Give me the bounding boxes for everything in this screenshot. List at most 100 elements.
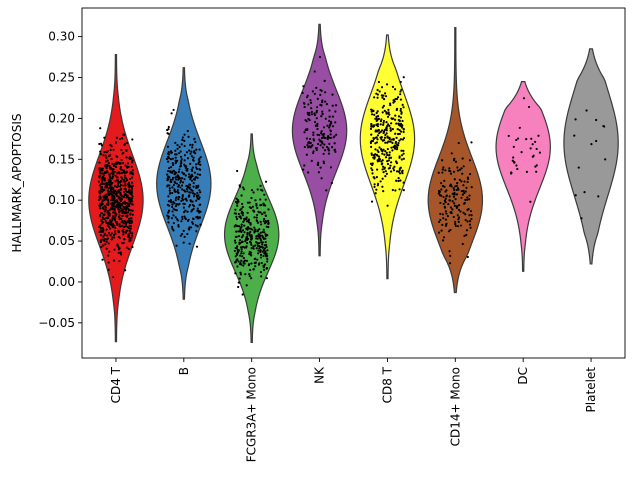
data-point: [181, 217, 184, 221]
data-point: [112, 189, 116, 192]
data-point: [180, 158, 183, 161]
data-point: [402, 181, 405, 184]
data-point: [382, 104, 386, 107]
data-point: [259, 237, 262, 240]
data-point: [174, 205, 178, 208]
data-point: [117, 207, 120, 210]
data-point: [245, 216, 248, 219]
data-point: [385, 172, 388, 175]
data-point: [124, 223, 128, 226]
data-point: [130, 192, 133, 195]
data-point: [198, 160, 201, 163]
data-point: [397, 179, 400, 183]
data-point: [370, 145, 373, 148]
data-point: [124, 221, 128, 224]
data-point: [186, 169, 189, 172]
data-point: [236, 169, 239, 173]
data-point: [257, 242, 261, 245]
data-point: [241, 240, 244, 243]
data-point: [518, 126, 521, 129]
data-point: [104, 220, 107, 223]
data-point: [331, 115, 334, 118]
data-point: [265, 252, 268, 255]
data-point: [440, 188, 443, 191]
data-point: [99, 207, 102, 210]
data-point: [400, 158, 403, 161]
data-point: [128, 202, 132, 205]
data-point: [379, 180, 382, 183]
data-point: [127, 185, 130, 188]
data-point: [399, 109, 402, 112]
data-point: [167, 166, 171, 170]
data-point: [167, 215, 170, 218]
data-point: [266, 260, 269, 263]
data-point: [263, 244, 267, 247]
data-point: [122, 161, 125, 165]
data-point: [191, 222, 195, 225]
data-point: [115, 136, 118, 139]
data-point: [370, 139, 373, 142]
data-point: [373, 113, 376, 116]
data-point: [111, 177, 114, 180]
data-point: [107, 225, 110, 228]
data-point: [258, 247, 261, 250]
data-point: [392, 99, 395, 102]
data-point: [381, 159, 384, 162]
data-point: [127, 247, 130, 251]
data-point: [258, 245, 261, 248]
data-point: [325, 189, 328, 192]
data-point: [251, 205, 254, 208]
data-point: [255, 237, 258, 240]
data-point: [248, 272, 251, 276]
data-point: [113, 197, 116, 200]
data-point: [109, 143, 112, 147]
data-point: [317, 142, 320, 146]
data-point: [236, 258, 239, 261]
data-point: [191, 217, 195, 220]
data-point: [462, 211, 465, 214]
data-point: [115, 165, 118, 168]
data-point: [454, 220, 457, 223]
data-point: [238, 238, 242, 242]
data-point: [265, 277, 268, 280]
data-point: [113, 184, 117, 187]
data-point: [253, 216, 256, 219]
data-point: [303, 105, 306, 109]
data-point: [264, 180, 268, 183]
data-point: [388, 113, 391, 116]
data-point: [577, 166, 580, 169]
data-point: [254, 228, 257, 231]
data-point: [118, 260, 121, 263]
data-point: [264, 241, 267, 244]
data-point: [123, 174, 127, 177]
data-point: [441, 213, 444, 216]
data-point: [125, 141, 129, 145]
data-point: [129, 217, 132, 220]
data-point: [400, 154, 404, 157]
data-point: [262, 228, 265, 231]
data-point: [264, 214, 267, 217]
data-point: [460, 196, 463, 199]
data-point: [383, 109, 386, 112]
data-point: [256, 188, 259, 191]
data-point: [370, 108, 373, 111]
data-point: [442, 236, 446, 239]
data-point: [123, 193, 127, 196]
data-point: [168, 189, 171, 192]
data-point: [128, 177, 132, 181]
data-point: [376, 159, 379, 162]
data-point: [192, 182, 195, 185]
data-point: [399, 107, 402, 111]
data-point: [166, 179, 169, 182]
data-point: [525, 138, 528, 141]
data-point: [329, 129, 332, 132]
data-point: [117, 171, 120, 174]
data-point: [448, 262, 452, 265]
data-point: [334, 121, 337, 124]
data-point: [102, 235, 105, 238]
data-point: [399, 122, 403, 125]
data-point: [387, 167, 391, 170]
data-point: [190, 168, 193, 171]
data-point: [102, 189, 105, 192]
data-point: [252, 191, 255, 194]
